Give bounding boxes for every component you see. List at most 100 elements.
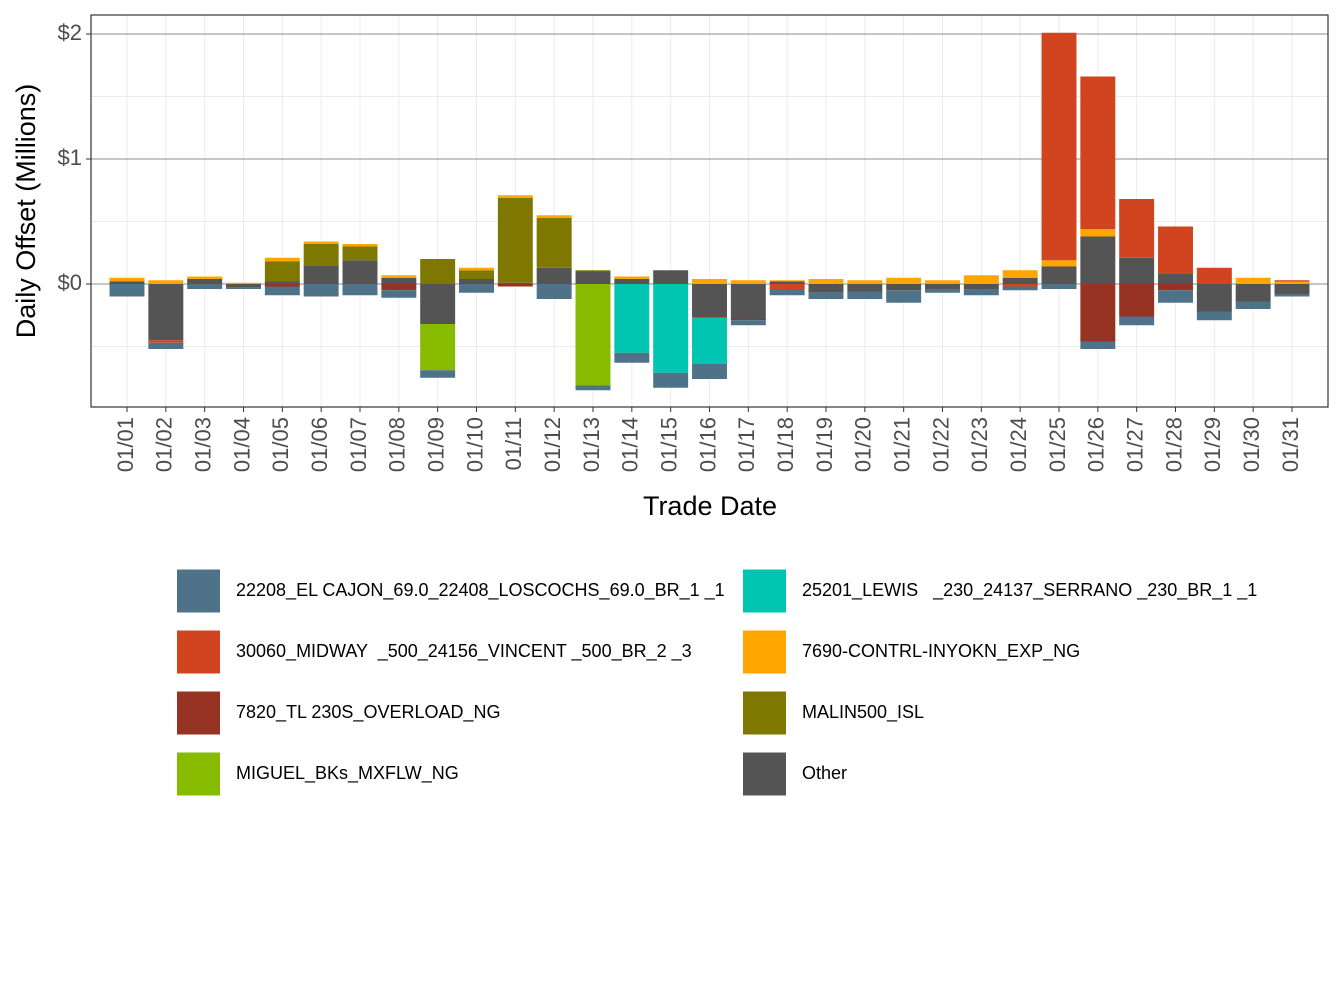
bar-segment: [459, 284, 494, 293]
bar-segment: [420, 370, 456, 378]
x-tick-label: 01/18: [773, 417, 798, 472]
bar-segment: [1119, 284, 1155, 317]
y-axis-title: Daily Offset (Millions): [11, 84, 41, 339]
x-tick-label: 01/14: [618, 417, 643, 472]
legend-key: [743, 569, 786, 613]
bar-segment: [459, 270, 494, 279]
legend-label: 7690-CONTRL-INYOKN_EXP_NG: [802, 641, 1080, 662]
x-tick-label: 01/12: [540, 417, 565, 472]
bar-segment: [1196, 311, 1232, 321]
x-tick-label: 01/13: [579, 417, 604, 472]
x-tick-label: 01/06: [307, 417, 332, 472]
x-tick-label: 01/27: [1122, 417, 1147, 472]
bar-segment: [653, 270, 689, 284]
x-tick-label: 01/19: [812, 417, 837, 472]
x-tick-label: 01/22: [928, 417, 953, 472]
x-tick-label: 01/11: [501, 417, 526, 470]
bar-segment: [342, 260, 378, 284]
bar-segment: [575, 271, 611, 284]
bar-segment: [1002, 284, 1038, 287]
legend-key: [177, 691, 220, 735]
legend-key: [743, 752, 786, 796]
bar-segment: [109, 284, 145, 297]
bar-segment: [769, 284, 805, 289]
bar-segment: [730, 280, 766, 284]
legend-key: [743, 691, 786, 735]
bar-segment: [1158, 290, 1193, 303]
legend-label: MALIN500_ISL: [802, 702, 924, 723]
bar-segment: [925, 289, 960, 293]
bar-segment: [808, 284, 844, 293]
bar-segment: [1235, 277, 1271, 284]
x-tick-label: 01/21: [889, 417, 914, 472]
bar-segment: [614, 352, 650, 363]
bar-segment: [381, 277, 417, 284]
x-tick-label: 01/07: [346, 417, 371, 472]
bar-segment: [420, 284, 456, 324]
bar-segment: [1080, 76, 1116, 229]
bar-segment: [1080, 284, 1116, 342]
bar-segment: [1158, 284, 1193, 291]
bar-segment: [575, 284, 611, 386]
panel-border: [90, 14, 1329, 408]
x-tick-label: 01/05: [268, 417, 293, 472]
bar-segment: [730, 320, 766, 326]
bar-segment: [1002, 286, 1038, 291]
bar-segment: [1080, 229, 1116, 237]
bar-segment: [847, 291, 883, 299]
legend-label: MIGUEL_BKs_MXFLW_NG: [236, 763, 459, 784]
bar-segment: [148, 342, 184, 349]
bar-segment: [1158, 274, 1193, 284]
bar-segment: [1119, 199, 1155, 258]
bar-segment: [342, 244, 378, 247]
legend-label: Other: [802, 763, 847, 783]
x-tick-label: 01/28: [1161, 417, 1186, 472]
bar-segment: [1235, 284, 1271, 302]
bar-segment: [1002, 277, 1038, 284]
bar-segment: [1158, 226, 1193, 274]
bar-segment: [925, 284, 960, 289]
x-tick-label: 01/29: [1200, 417, 1225, 472]
bar-segment: [1080, 236, 1116, 284]
x-tick-label: 01/23: [967, 417, 992, 472]
bar-segment: [497, 284, 533, 287]
bar-segment: [963, 284, 999, 289]
legend-label: 7820_TL 230S_OVERLOAD_NG: [236, 702, 500, 723]
x-tick-label: 01/01: [113, 417, 138, 472]
bar-segment: [886, 277, 922, 284]
bar-segment: [303, 265, 339, 284]
x-tick-label: 01/10: [462, 417, 487, 472]
bar-segment: [1041, 284, 1077, 289]
bar-segment: [109, 281, 145, 284]
bar-segment: [381, 284, 417, 291]
bar-segment: [886, 290, 922, 303]
bar-segment: [614, 276, 650, 279]
bar-segment: [769, 281, 805, 284]
bar-segment: [614, 279, 650, 284]
bar-segment: [1080, 341, 1116, 349]
bar-segment: [497, 282, 533, 284]
bar-segment: [187, 284, 223, 289]
bar-segment: [963, 289, 999, 296]
bar-segment: [264, 261, 300, 282]
bar-segment: [459, 279, 494, 284]
bar-segment: [303, 284, 339, 297]
bar-segment: [653, 284, 689, 373]
bar-segment: [1235, 301, 1271, 309]
bar-segment: [1119, 316, 1155, 326]
bar-segment: [886, 284, 922, 291]
bar-segment: [264, 281, 300, 284]
bar-segment: [575, 385, 611, 391]
bar-segment: [692, 316, 727, 318]
bar-segment: [420, 259, 456, 284]
bar-segment: [614, 284, 650, 353]
legend-label: 30060_MIDWAY _500_24156_VINCENT _500_BR_…: [236, 641, 692, 662]
bar-segment: [692, 317, 727, 364]
bar-segment: [381, 275, 417, 278]
legend-key: [177, 752, 220, 796]
bar-segment: [420, 324, 456, 371]
bar-segment: [536, 284, 572, 299]
bar-segment: [692, 279, 727, 284]
